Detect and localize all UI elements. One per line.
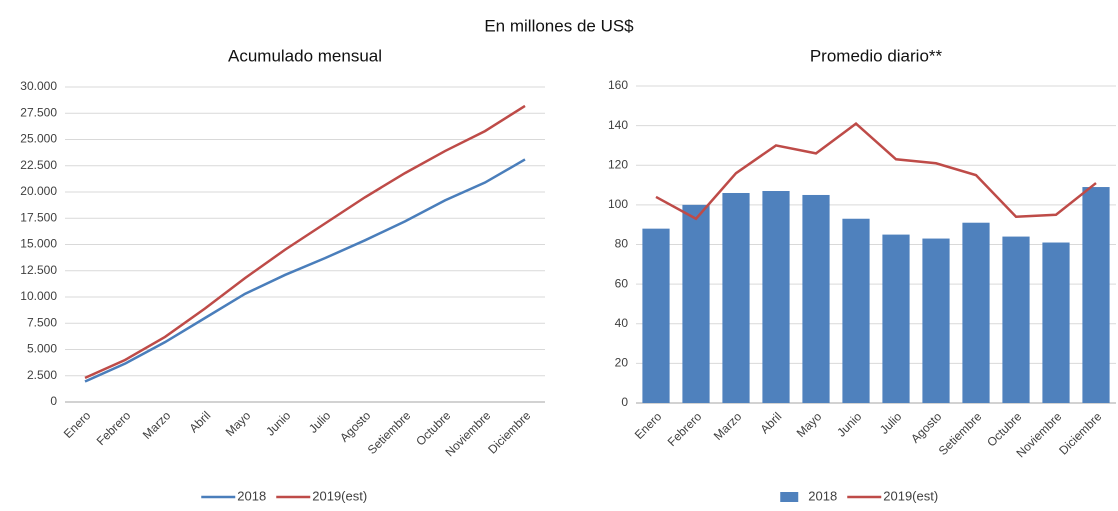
x-tick-label: Mayo — [794, 409, 825, 440]
x-tick-label: Setiembre — [365, 408, 414, 457]
y-tick-label: 15.000 — [20, 237, 57, 251]
bar — [762, 191, 790, 403]
y-tick-label: 5.000 — [27, 342, 57, 356]
y-tick-label: 160 — [608, 78, 628, 92]
legend-label: 2019(est) — [312, 488, 367, 503]
y-tick-label: 60 — [615, 276, 629, 290]
y-tick-label: 17.500 — [20, 210, 57, 224]
x-tick-label: Junio — [834, 409, 864, 439]
x-tick-label: Mayo — [223, 408, 254, 439]
x-tick-label: Marzo — [711, 409, 745, 443]
bar — [802, 194, 830, 403]
bar — [842, 218, 870, 403]
x-tick-label: Abril — [757, 409, 784, 436]
x-tick-label: Octubre — [413, 408, 453, 448]
x-tick-label: Agosto — [337, 408, 374, 445]
y-tick-label: 120 — [608, 157, 628, 171]
x-tick-label: Febrero — [94, 408, 134, 448]
x-tick-label: Marzo — [140, 408, 174, 442]
y-tick-label: 12.500 — [20, 263, 57, 277]
bar — [642, 228, 670, 403]
chart-title: Acumulado mensual — [228, 46, 382, 65]
x-tick-label: Octubre — [984, 409, 1024, 449]
legend-label: 2018 — [808, 488, 837, 503]
x-tick-label: Abril — [186, 408, 213, 435]
y-tick-label: 100 — [608, 197, 628, 211]
bar — [1002, 236, 1030, 403]
bar — [882, 234, 910, 403]
y-tick-label: 20 — [615, 356, 629, 370]
y-tick-label: 7.500 — [27, 315, 57, 329]
y-tick-label: 27.500 — [20, 105, 57, 119]
y-tick-label: 80 — [615, 237, 629, 251]
bar — [922, 238, 950, 403]
line-series — [655, 122, 1097, 221]
x-tick-label: Diciembre — [485, 408, 533, 456]
y-tick-label: 40 — [615, 316, 629, 330]
x-tick-label: Diciembre — [1056, 409, 1104, 457]
x-tick-label: Enero — [632, 409, 665, 442]
y-tick-label: 0 — [50, 394, 57, 408]
x-tick-label: Enero — [61, 408, 94, 441]
y-tick-label: 0 — [621, 395, 628, 409]
x-tick-label: Febrero — [665, 409, 705, 449]
bar — [1042, 242, 1070, 403]
legend-label: 2019(est) — [883, 488, 938, 503]
y-tick-label: 140 — [608, 118, 628, 132]
line-series — [84, 104, 526, 379]
x-tick-label: Agosto — [908, 409, 945, 446]
bar — [722, 192, 750, 403]
legend-swatch — [780, 492, 799, 502]
x-tick-label: Julio — [306, 408, 334, 436]
x-tick-label: Julio — [877, 409, 905, 437]
page-title: En millones de US$ — [484, 16, 634, 35]
x-tick-label: Setiembre — [936, 409, 985, 458]
bar — [962, 222, 990, 403]
y-tick-label: 25.000 — [20, 132, 57, 146]
y-tick-label: 10.000 — [20, 289, 57, 303]
chart-title: Promedio diario** — [810, 46, 943, 65]
y-tick-label: 20.000 — [20, 184, 57, 198]
bar — [682, 204, 710, 403]
y-tick-label: 30.000 — [20, 79, 57, 93]
line-series — [84, 158, 526, 383]
y-tick-label: 2.500 — [27, 368, 57, 382]
y-tick-label: 22.500 — [20, 158, 57, 172]
bar — [1082, 187, 1110, 403]
x-tick-label: Junio — [263, 408, 293, 438]
legend-label: 2018 — [237, 488, 266, 503]
